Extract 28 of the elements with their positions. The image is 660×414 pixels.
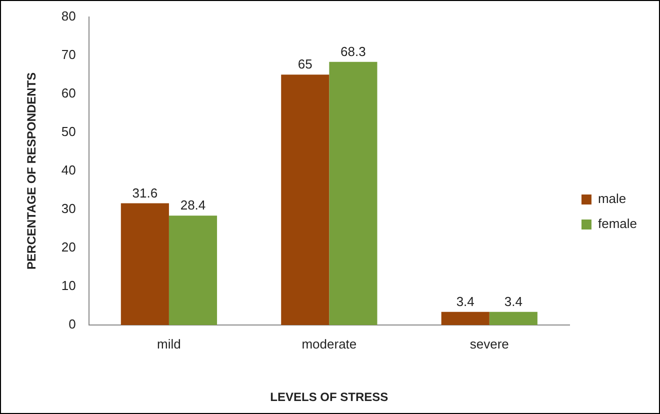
y-tick-label: 10 [61, 278, 76, 294]
x-axis-title: LEVELS OF STRESS [270, 390, 388, 404]
y-tick-label: 40 [61, 162, 76, 178]
y-tick-label: 30 [61, 201, 76, 216]
y-axis-title: PERCENTAGE OF RESPONDENTS [24, 72, 39, 270]
bar [489, 312, 538, 325]
legend-label: male [598, 191, 626, 206]
data-label: 28.4 [180, 198, 206, 213]
data-label: 3.4 [504, 294, 522, 309]
bar [281, 74, 330, 325]
data-label: 31.6 [132, 185, 158, 200]
x-tick-label: moderate [302, 336, 357, 352]
bar [441, 312, 490, 325]
bar [168, 216, 218, 325]
bar [120, 203, 169, 325]
legend-label: female [598, 216, 638, 232]
x-tick-label: mild [157, 336, 181, 352]
data-label: 65 [298, 56, 312, 72]
y-tick-label: 60 [61, 85, 76, 100]
y-tick-label: 0 [68, 316, 76, 332]
data-label: 68.3 [340, 44, 366, 59]
y-tick-label: 50 [61, 124, 76, 139]
y-tick-label: 20 [61, 240, 76, 255]
y-tick-label: 70 [61, 46, 76, 62]
y-tick-label: 80 [61, 8, 76, 24]
x-tick-label: severe [470, 336, 509, 352]
data-label: 3.4 [456, 294, 474, 309]
bar [329, 62, 378, 325]
